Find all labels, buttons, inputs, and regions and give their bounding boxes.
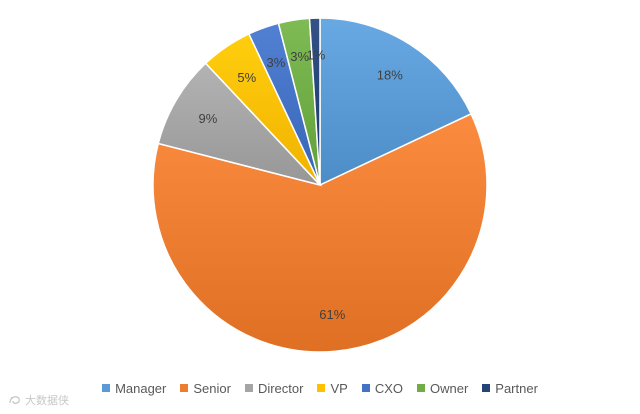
legend-swatch-senior — [180, 384, 189, 392]
pie-label-owner: 3% — [290, 49, 309, 64]
legend-swatch-cxo — [361, 384, 370, 392]
watermark: 大数据侠 — [8, 392, 69, 408]
legend-label-vp: VP — [330, 380, 348, 396]
legend-swatch-partner — [482, 384, 491, 392]
legend-swatch-director — [244, 384, 253, 392]
pie-label-senior: 61% — [319, 307, 345, 322]
legend-item-director: Director — [244, 380, 304, 396]
pie-slice-partner — [308, 17, 321, 186]
legend-swatch-manager — [102, 384, 111, 392]
pie-slice-manager — [319, 17, 473, 187]
legend-item-vp: VP — [317, 380, 348, 396]
watermark-text: 大数据侠 — [25, 395, 69, 407]
legend-label-director: Director — [257, 380, 304, 396]
legend-item-manager: Manager — [102, 381, 166, 396]
legend-item-senior: Senior — [180, 381, 231, 396]
pie-slices — [152, 17, 488, 353]
legend-label-partner: Partner — [495, 380, 538, 396]
pie-slice-labels: 18%61%9%5%3% 3%1% — [198, 47, 403, 322]
pie-label-cxo: 3% — [266, 55, 285, 70]
legend: Manager Senior Director VP CXO Owner Partner — [0, 378, 640, 398]
legend-label-senior: Senior — [193, 380, 231, 396]
pie-label-manager: 18% — [377, 68, 403, 83]
pie-slice-director — [157, 62, 323, 187]
legend-label-cxo: CXO — [374, 380, 403, 396]
legend-item-owner: Owner — [416, 380, 469, 396]
legend-label-owner: Owner — [429, 380, 469, 396]
pie-label-partner: 1% — [307, 47, 326, 62]
pie-slice-senior — [152, 112, 488, 353]
watermark-logo-icon — [9, 396, 20, 405]
legend-swatch-owner — [416, 384, 425, 392]
legend-label-manager: Manager — [115, 380, 167, 396]
pie-label-director: 9% — [198, 111, 217, 126]
legend-swatch-vp — [317, 384, 326, 392]
legend-item-partner: Partner — [482, 381, 538, 396]
pie-label-vp: 5% — [237, 70, 256, 85]
legend-item-cxo: CXO — [361, 380, 403, 396]
